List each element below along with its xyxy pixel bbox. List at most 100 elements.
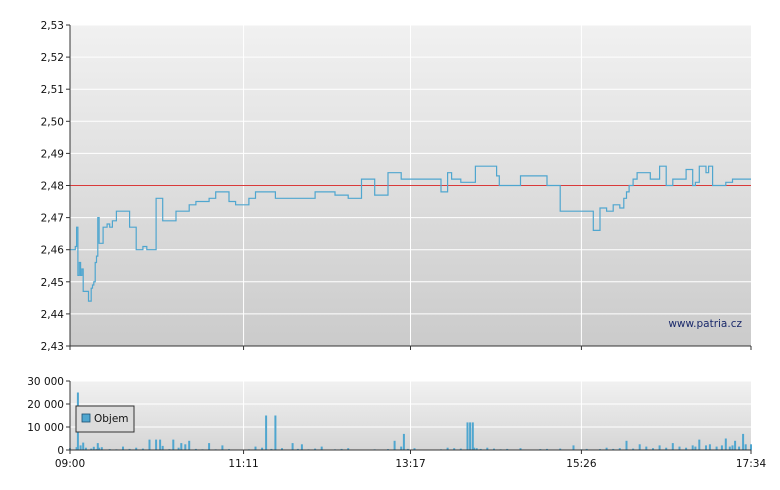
volume-y-tick-label: 20 000	[27, 399, 64, 411]
volume-bar	[184, 444, 187, 451]
volume-bar	[612, 448, 615, 450]
volume-bar	[724, 438, 727, 450]
x-tick-label: 15:26	[566, 458, 597, 470]
x-tick-label: 11:11	[228, 458, 258, 470]
volume-bar	[728, 446, 731, 450]
volume-bar	[90, 448, 93, 450]
volume-bar	[155, 439, 158, 450]
legend-label: Objem	[94, 413, 129, 425]
volume-bar	[731, 445, 734, 450]
volume-bar	[161, 445, 164, 450]
volume-bar	[291, 443, 294, 450]
price-y-tick-label: 2,53	[41, 20, 64, 32]
volume-bar	[685, 447, 688, 450]
volume-bar	[188, 440, 191, 450]
volume-bar	[493, 448, 495, 450]
price-y-tick-label: 2,43	[41, 341, 64, 353]
volume-bar	[618, 448, 621, 450]
legend: Objem	[75, 405, 135, 433]
volume-bar	[79, 445, 82, 450]
volume-bar	[221, 445, 224, 450]
volume-bar	[265, 415, 268, 450]
price-y-tick-labels: 2,43 2,44 2,45 2,46 2,47 2,48 2,49 2,50 2,51 2,52…	[41, 20, 65, 353]
price-y-tick-label: 2,49	[41, 148, 64, 160]
volume-axes	[66, 380, 752, 454]
price-line	[70, 165, 751, 302]
price-y-tick-label: 2,51	[41, 84, 64, 96]
x-tick-labels: 09:00 11:11 13:17 15:26 17:34	[55, 458, 767, 470]
volume-bar	[744, 444, 747, 451]
price-y-tick-label: 2,47	[41, 213, 64, 225]
volume-y-tick-label: 30 000	[27, 376, 64, 388]
volume-bar	[100, 447, 103, 450]
volume-bar	[261, 447, 264, 450]
volume-bar	[715, 446, 718, 450]
volume-bar	[92, 446, 95, 450]
volume-bar	[658, 445, 661, 450]
volume-bar	[148, 439, 151, 450]
volume-bar	[320, 446, 323, 450]
x-tick-label: 17:34	[736, 458, 767, 470]
volume-y-tick-label: 0	[57, 445, 64, 457]
volume-bar	[479, 448, 482, 450]
volume-bar	[296, 448, 299, 450]
volume-bar	[738, 446, 741, 450]
price-y-tick-label: 2,44	[41, 309, 65, 321]
volume-bar	[625, 440, 628, 450]
volume-bar	[453, 448, 456, 450]
volume-bar	[645, 446, 648, 450]
volume-bar	[742, 433, 745, 450]
volume-bar	[506, 448, 509, 450]
volume-panel: 0 10 000 20 000 30 000 09:00 11:11 13:17 15:26…	[27, 376, 766, 470]
volume-bar	[559, 448, 562, 450]
volume-bar	[180, 443, 183, 450]
volume-bar	[96, 443, 99, 450]
price-y-tick-label: 2,48	[41, 181, 64, 193]
volume-bar	[208, 443, 211, 450]
volume-bar	[705, 445, 707, 450]
volume-bar	[572, 445, 575, 450]
volume-bar	[300, 444, 303, 451]
volume-bar	[446, 447, 449, 450]
volume-bar	[638, 444, 641, 451]
price-y-tick-label: 2,45	[41, 277, 64, 289]
volume-bar	[177, 447, 180, 450]
volume-bar	[652, 448, 654, 450]
price-panel: 2,43 2,44 2,45 2,46 2,47 2,48 2,49 2,50 2,51 2,52…	[41, 20, 752, 353]
volume-bar	[194, 448, 197, 450]
volume-bar	[691, 445, 694, 450]
volume-bar	[694, 446, 697, 450]
volume-bar	[128, 448, 131, 450]
volume-bar	[281, 448, 283, 450]
volume-bar	[519, 448, 522, 450]
volume-bar	[347, 448, 350, 450]
volume-bar	[75, 447, 78, 450]
watermark: www.patria.cz	[668, 318, 742, 330]
price-axes	[66, 24, 752, 350]
volume-bar	[471, 422, 474, 450]
volume-bar	[172, 439, 175, 450]
volume-bar	[466, 422, 469, 450]
volume-bar	[678, 446, 681, 450]
volume-bar	[632, 448, 635, 450]
volume-bar	[734, 440, 737, 450]
volume-bar	[585, 448, 588, 450]
volume-bar	[159, 439, 162, 450]
price-y-tick-label: 2,52	[41, 52, 64, 64]
volume-bar	[274, 415, 277, 450]
volume-bar	[605, 447, 608, 450]
volume-bar	[314, 448, 317, 450]
x-tick-label: 13:17	[395, 458, 425, 470]
volume-bar	[486, 447, 489, 450]
volume-bar	[400, 446, 403, 450]
volume-bar	[402, 433, 405, 450]
volume-bar	[698, 439, 701, 450]
volume-bar	[671, 443, 674, 450]
volume-bar	[84, 447, 87, 450]
volume-bar	[141, 448, 144, 450]
volume-y-tick-labels: 0 10 000 20 000 30 000	[27, 376, 64, 457]
volume-bar	[340, 448, 343, 450]
volume-bar	[546, 448, 548, 450]
volume-y-tick-label: 10 000	[27, 422, 64, 434]
